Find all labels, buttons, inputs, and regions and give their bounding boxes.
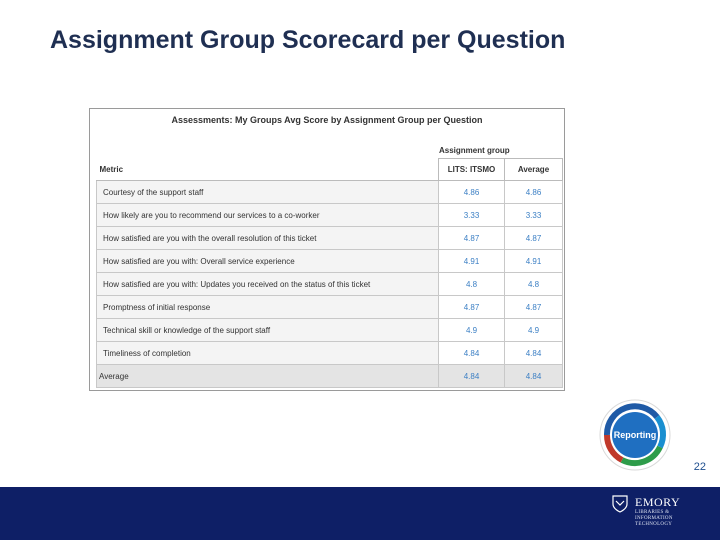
average-score-cell[interactable]: 4.87 — [504, 295, 563, 319]
table-row: How satisfied are you with: Updates you … — [96, 272, 563, 296]
group-score-cell[interactable]: 4.84 — [438, 341, 505, 365]
group-score-cell[interactable]: 3.33 — [438, 203, 505, 227]
report-heading: Assessments: My Groups Avg Score by Assi… — [171, 115, 483, 125]
group-score-cell[interactable]: 4.87 — [438, 295, 505, 319]
table-header-row: Metric LITS: ITSMO Average — [96, 158, 563, 181]
report-widget: Assessments: My Groups Avg Score by Assi… — [89, 108, 565, 391]
reporting-badge-icon: Reporting — [599, 399, 671, 471]
average-score-cell[interactable]: 4.84 — [504, 341, 563, 365]
average-total-row: Average 4.84 4.84 — [96, 364, 563, 388]
group-score-cell[interactable]: 4.86 — [438, 180, 505, 204]
metric-cell: Courtesy of the support staff — [96, 180, 439, 204]
footer-bar — [0, 487, 720, 540]
table-row: How satisfied are you with the overall r… — [96, 226, 563, 250]
average-score-cell[interactable]: 4.8 — [504, 272, 563, 296]
average-total-score-cell[interactable]: 4.84 — [504, 364, 563, 388]
average-score-cell[interactable]: 3.33 — [504, 203, 563, 227]
slide-title: Assignment Group Scorecard per Question — [50, 26, 566, 54]
logo-subtitle: LIBRARIES & INFORMATION TECHNOLOGY — [635, 510, 673, 527]
shield-icon — [612, 495, 628, 513]
metric-cell: How satisfied are you with the overall r… — [96, 226, 439, 250]
metric-cell: How satisfied are you with: Overall serv… — [96, 249, 439, 273]
metric-cell: Promptness of initial response — [96, 295, 439, 319]
group-score-cell[interactable]: 4.8 — [438, 272, 505, 296]
emory-logo: EMORY LIBRARIES & INFORMATION TECHNOLOGY — [612, 495, 684, 529]
group-score-cell[interactable]: 4.9 — [438, 318, 505, 342]
table-row: Technical skill or knowledge of the supp… — [96, 318, 563, 342]
average-score-cell[interactable]: 4.9 — [504, 318, 563, 342]
metric-cell: Timeliness of completion — [96, 341, 439, 365]
metric-cell: How likely are you to recommend our serv… — [96, 203, 439, 227]
average-score-cell[interactable]: 4.87 — [504, 226, 563, 250]
table-row: Timeliness of completion 4.84 4.84 — [96, 341, 563, 365]
table-row: Promptness of initial response 4.87 4.87 — [96, 295, 563, 319]
group-column-header[interactable]: LITS: ITSMO — [438, 158, 505, 181]
average-score-cell[interactable]: 4.91 — [504, 249, 563, 273]
average-score-cell[interactable]: 4.86 — [504, 180, 563, 204]
group-score-cell[interactable]: 4.87 — [438, 226, 505, 250]
assignment-group-label: Assignment group — [439, 146, 510, 155]
metric-column-header[interactable]: Metric — [96, 158, 439, 181]
table-row: How satisfied are you with: Overall serv… — [96, 249, 563, 273]
page-number: 22 — [693, 461, 706, 473]
metric-cell: How satisfied are you with: Updates you … — [96, 272, 439, 296]
average-column-header[interactable]: Average — [504, 158, 563, 181]
group-total-score-cell[interactable]: 4.84 — [438, 364, 505, 388]
badge-label: Reporting — [614, 430, 657, 440]
average-row-label: Average — [96, 364, 439, 388]
metric-cell: Technical skill or knowledge of the supp… — [96, 318, 439, 342]
table-row: Courtesy of the support staff 4.86 4.86 — [96, 180, 563, 204]
logo-name: EMORY — [635, 495, 681, 509]
score-table: Metric LITS: ITSMO Average Courtesy of t… — [96, 158, 563, 388]
group-score-cell[interactable]: 4.91 — [438, 249, 505, 273]
table-row: How likely are you to recommend our serv… — [96, 203, 563, 227]
